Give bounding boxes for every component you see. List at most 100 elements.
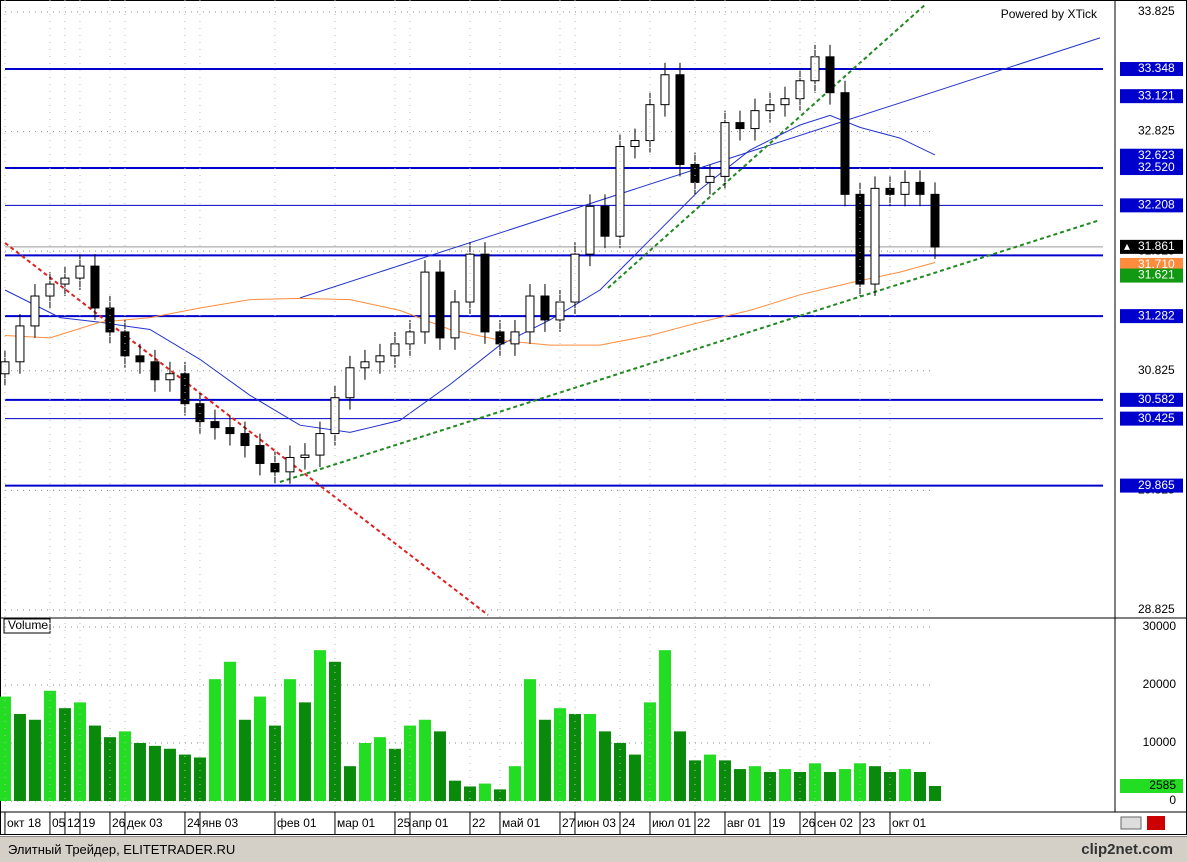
source: Элитный Трейдер, ELITETRADER.RU xyxy=(8,842,236,857)
candle-body xyxy=(390,343,400,357)
candle-body xyxy=(750,110,760,130)
x-tick-label: 24 xyxy=(622,816,636,830)
x-tick-label: май 01 xyxy=(502,816,541,830)
x-tick-label: окт 01 xyxy=(892,816,927,830)
volume-bar xyxy=(0,696,11,801)
volume-bar xyxy=(208,679,221,801)
volume-bar xyxy=(238,719,251,801)
x-tick-label: 05 xyxy=(52,816,66,830)
candle-body xyxy=(765,104,775,112)
y-tick-label: 30.825 xyxy=(1138,363,1175,377)
volume-title: Volume xyxy=(8,618,48,632)
candle-body xyxy=(630,140,640,148)
candle-body xyxy=(720,122,730,177)
volume-bar xyxy=(688,760,701,801)
candle-body xyxy=(45,283,55,297)
candle-body xyxy=(825,56,835,94)
level-label-box xyxy=(1120,89,1183,104)
x-tick-label: окт 18 xyxy=(7,816,42,830)
candle-body xyxy=(105,307,115,333)
candle-body xyxy=(195,403,205,423)
x-tick-label: июн 03 xyxy=(577,816,616,830)
candle-body xyxy=(150,361,160,381)
volume-bar xyxy=(598,731,611,801)
candle-body xyxy=(15,325,25,363)
volume-bar xyxy=(853,763,866,801)
candle-body xyxy=(495,331,505,345)
candle-body xyxy=(915,181,925,195)
volume-bar xyxy=(808,763,821,801)
level-label-box xyxy=(1120,62,1183,77)
x-tick-label: 24 xyxy=(187,816,201,830)
volume-bar xyxy=(523,679,536,801)
volume-bar xyxy=(58,708,71,801)
candle-body xyxy=(375,355,385,363)
candle-body xyxy=(600,205,610,237)
candle-body xyxy=(210,421,220,429)
volume-bar xyxy=(148,745,161,801)
candle-body xyxy=(180,373,190,405)
volume-bar xyxy=(718,760,731,801)
chart: Powered by XTick Volume 33.825 32.825 31.8… xyxy=(0,0,1187,835)
volume-bar xyxy=(433,731,446,801)
level-label: 31.710 xyxy=(1138,257,1175,271)
candle-body xyxy=(0,361,10,375)
candle-body xyxy=(540,295,550,321)
candle-body xyxy=(570,253,580,303)
volume-bar xyxy=(823,771,836,801)
candle-body xyxy=(420,271,430,333)
volume-bar xyxy=(133,742,146,801)
candle-body xyxy=(555,301,565,321)
volume-bar xyxy=(928,785,941,801)
volume-bar xyxy=(358,742,371,801)
candle-body xyxy=(345,367,355,399)
level-label-box xyxy=(1120,239,1183,254)
level-label-box xyxy=(1120,198,1183,213)
candle-body xyxy=(300,454,310,458)
volume-bar xyxy=(763,771,776,801)
volume-bar xyxy=(553,708,566,801)
candle-body xyxy=(870,187,880,285)
level-label-box xyxy=(1120,309,1183,324)
candle-body xyxy=(735,122,745,130)
x-tick-label: 27 xyxy=(562,816,576,830)
level-label-box xyxy=(1120,148,1183,163)
volume-bar xyxy=(748,766,761,801)
volume-bar xyxy=(703,754,716,801)
candle-body xyxy=(645,104,655,142)
level-label: 33.121 xyxy=(1138,88,1175,102)
level-label: 31.861 xyxy=(1138,239,1175,253)
volume-bar xyxy=(778,769,791,801)
x-tick-label: фев 01 xyxy=(277,816,317,830)
candle-body xyxy=(255,445,265,464)
level-label: 31.621 xyxy=(1138,268,1175,282)
volume-bar xyxy=(493,789,506,801)
volume-bar xyxy=(538,719,551,801)
y-tick-label: 28.825 xyxy=(1138,602,1175,616)
volume-bar xyxy=(103,737,116,801)
candle-body xyxy=(885,187,895,195)
footer: Элитный Трейдер, ELITETRADER.RU clip2net… xyxy=(0,836,1187,862)
frame xyxy=(0,0,1187,835)
level-label: 29.865 xyxy=(1138,478,1175,492)
candle-body xyxy=(480,253,490,333)
y-tick-label: 33.825 xyxy=(1138,4,1175,18)
volume-bar xyxy=(283,679,296,801)
level-label-box xyxy=(1120,257,1183,272)
level-label-box xyxy=(1120,392,1183,407)
level-label: 31.282 xyxy=(1138,308,1175,322)
x-tick-label: 22 xyxy=(472,816,486,830)
button[interactable] xyxy=(1120,816,1142,830)
candle-body xyxy=(660,74,670,106)
candle-body xyxy=(270,462,280,473)
level-label-box xyxy=(1120,478,1183,493)
button[interactable] xyxy=(1147,816,1165,830)
x-tick-label: мар 01 xyxy=(337,816,376,830)
x-tick-label: июл 01 xyxy=(652,816,691,830)
volume-bar xyxy=(118,731,131,801)
y-tick-label: 0 xyxy=(1169,793,1176,807)
volume-bar xyxy=(163,748,176,801)
volume-bar xyxy=(568,713,581,801)
candle-body xyxy=(690,163,700,183)
